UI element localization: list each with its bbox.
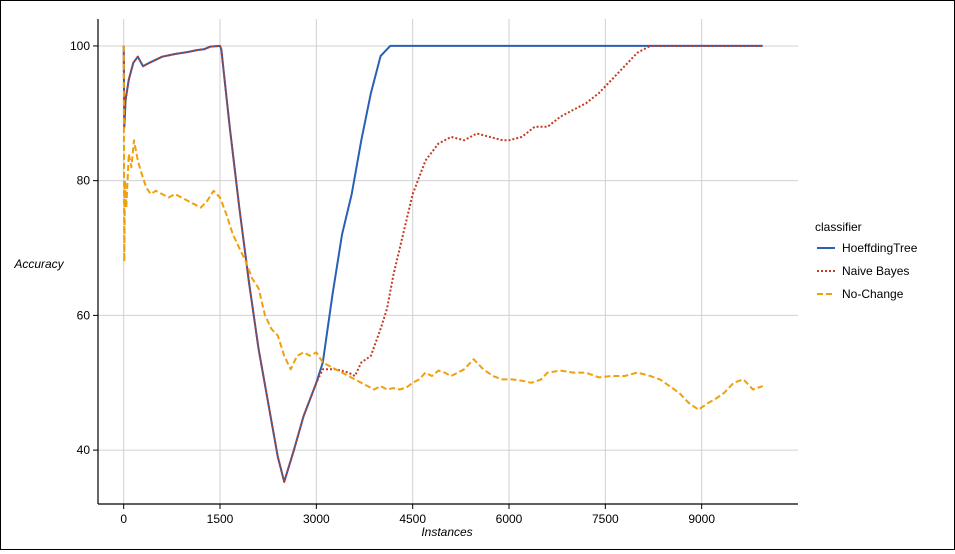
x-tick-label: 4500 xyxy=(399,512,426,526)
y-axis-label: Accuracy xyxy=(13,257,64,271)
series-line-naive-bayes xyxy=(122,44,763,483)
y-tick-label: 40 xyxy=(77,443,91,457)
x-tick-label: 6000 xyxy=(496,512,523,526)
grid-lines xyxy=(98,19,798,504)
legend-label-hoeffdingtree: HoeffdingTree xyxy=(842,241,918,255)
x-tick-label: 9000 xyxy=(688,512,715,526)
x-tick-label: 1500 xyxy=(207,512,234,526)
series-lines xyxy=(122,44,764,483)
x-tick-label: 0 xyxy=(120,512,127,526)
legend-title: classifier xyxy=(815,220,862,234)
x-tick-label: 7500 xyxy=(592,512,619,526)
legend-label-no-change: No-Change xyxy=(842,287,904,301)
y-tick-labels: 40 60 80 100 xyxy=(70,39,90,457)
series-line-hoeffdingtree xyxy=(122,44,763,483)
x-tick-label: 3000 xyxy=(303,512,330,526)
legend-label-naive-bayes: Naive Bayes xyxy=(842,264,909,278)
y-tick-label: 100 xyxy=(70,39,90,53)
x-tick-labels: 0 1500 3000 4500 6000 7500 9000 xyxy=(120,512,715,526)
legend: classifier HoeffdingTree Naive Bayes No-Ch… xyxy=(815,220,918,301)
x-axis-label: Instances xyxy=(421,525,472,539)
axes xyxy=(93,19,798,509)
y-tick-label: 80 xyxy=(77,174,91,188)
series-line-no-change xyxy=(122,45,764,411)
y-tick-label: 60 xyxy=(77,308,91,322)
